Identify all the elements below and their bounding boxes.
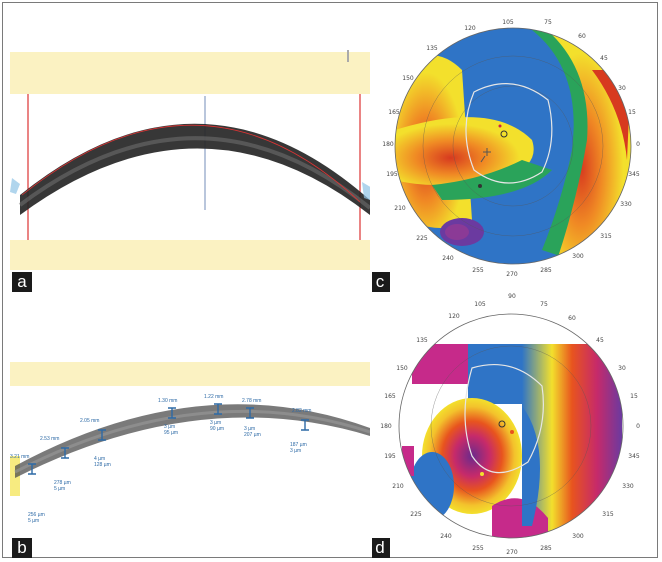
tick-d-210: 210 xyxy=(392,483,404,490)
tick-d-300: 300 xyxy=(572,533,584,540)
tick-d-165: 165 xyxy=(384,393,396,400)
measurement-label-1: 3.21 mm xyxy=(10,454,30,460)
tick-d-330: 330 xyxy=(622,483,634,490)
tick-d-90: 90 xyxy=(508,293,516,300)
tick-c-30: 30 xyxy=(618,85,626,92)
measurement-label-6: 2.78 mm xyxy=(242,398,262,404)
tick-d-150: 150 xyxy=(396,365,408,372)
measurement-sub-7: 187 µm 3 µm xyxy=(290,442,307,454)
tick-c-75: 75 xyxy=(544,19,552,26)
tick-d-195: 195 xyxy=(384,453,396,460)
tick-d-225: 225 xyxy=(410,511,422,518)
tick-d-30: 30 xyxy=(618,365,626,372)
measurement-sub-5: 3 µm 90 µm xyxy=(210,420,224,432)
tick-c-0: 0 xyxy=(636,141,640,148)
measurement-label-4: 1.30 mm xyxy=(158,398,178,404)
topography-map-d: 105 90 75 120 60 135 45 150 30 165 15 18… xyxy=(380,293,640,556)
tick-c-225: 225 xyxy=(416,235,428,242)
tick-c-345: 345 xyxy=(628,171,640,178)
tick-c-255: 255 xyxy=(472,267,484,274)
tick-d-0: 0 xyxy=(636,423,640,430)
tick-c-150: 150 xyxy=(402,75,414,82)
panel-c-label: c xyxy=(372,272,390,292)
oct-scan-a-image xyxy=(10,50,370,270)
measurement-sub-6: 3 µm 207 µm xyxy=(244,426,261,438)
tick-d-45: 45 xyxy=(596,337,604,344)
tick-c-105: 105 xyxy=(502,19,514,26)
measurement-label-3: 2.05 mm xyxy=(80,418,100,424)
tick-d-270: 270 xyxy=(506,549,518,556)
tick-c-285: 285 xyxy=(540,267,552,274)
tick-d-105: 105 xyxy=(474,301,486,308)
panel-d-label: d xyxy=(372,538,390,558)
tick-c-180: 180 xyxy=(382,141,394,148)
panel-b-label: b xyxy=(12,538,32,558)
tick-c-120: 120 xyxy=(464,25,476,32)
tick-d-15: 15 xyxy=(630,393,638,400)
tick-d-345: 345 xyxy=(628,453,640,460)
tick-c-15: 15 xyxy=(628,109,636,116)
tick-c-330: 330 xyxy=(620,201,632,208)
tick-d-180: 180 xyxy=(380,423,392,430)
tick-c-270: 270 xyxy=(506,271,518,278)
tick-d-285: 285 xyxy=(540,545,552,552)
panel-d-topography-map: 105 90 75 120 60 135 45 150 30 165 15 18… xyxy=(372,286,654,558)
tick-c-210: 210 xyxy=(394,205,406,212)
tick-d-255: 255 xyxy=(472,545,484,552)
measurement-sub-2: 278 µm 5 µm xyxy=(54,480,71,492)
tick-d-75: 75 xyxy=(540,301,548,308)
tick-c-165: 165 xyxy=(388,109,400,116)
measurement-label-2: 2.53 mm xyxy=(40,436,60,442)
panel-b-oct-measurements: 3.21 mm 2.53 mm 2.05 mm 1.30 mm 1.22 mm … xyxy=(10,296,370,558)
panel-a-oct-scan: a xyxy=(10,10,370,292)
tick-d-315: 315 xyxy=(602,511,614,518)
tick-c-300: 300 xyxy=(572,253,584,260)
oct-scan-b-image xyxy=(10,362,370,496)
tick-c-60: 60 xyxy=(578,33,586,40)
tick-c-240: 240 xyxy=(442,255,454,262)
tick-c-315: 315 xyxy=(600,233,612,240)
tick-c-135: 135 xyxy=(426,45,438,52)
measurement-label-5: 1.22 mm xyxy=(204,394,224,400)
tick-c-45: 45 xyxy=(600,55,608,62)
topography-map-c: 105 75 120 60 135 45 150 30 165 15 180 0… xyxy=(382,19,640,278)
measurement-sub-3: 4 µm 128 µm xyxy=(94,456,111,468)
measurement-sub-4: 3 µm 95 µm xyxy=(164,424,178,436)
tick-d-240: 240 xyxy=(440,533,452,540)
tick-c-195: 195 xyxy=(386,171,398,178)
panel-a-label: a xyxy=(12,272,32,292)
measurement-sub-1: 256 µm 5 µm xyxy=(28,512,45,524)
tick-d-135: 135 xyxy=(416,337,428,344)
measurement-label-7: 2.82 mm xyxy=(292,408,312,414)
tick-d-60: 60 xyxy=(568,315,576,322)
panel-c-topography-map: 105 75 120 60 135 45 150 30 165 15 180 0… xyxy=(372,10,654,292)
tick-d-120: 120 xyxy=(448,313,460,320)
